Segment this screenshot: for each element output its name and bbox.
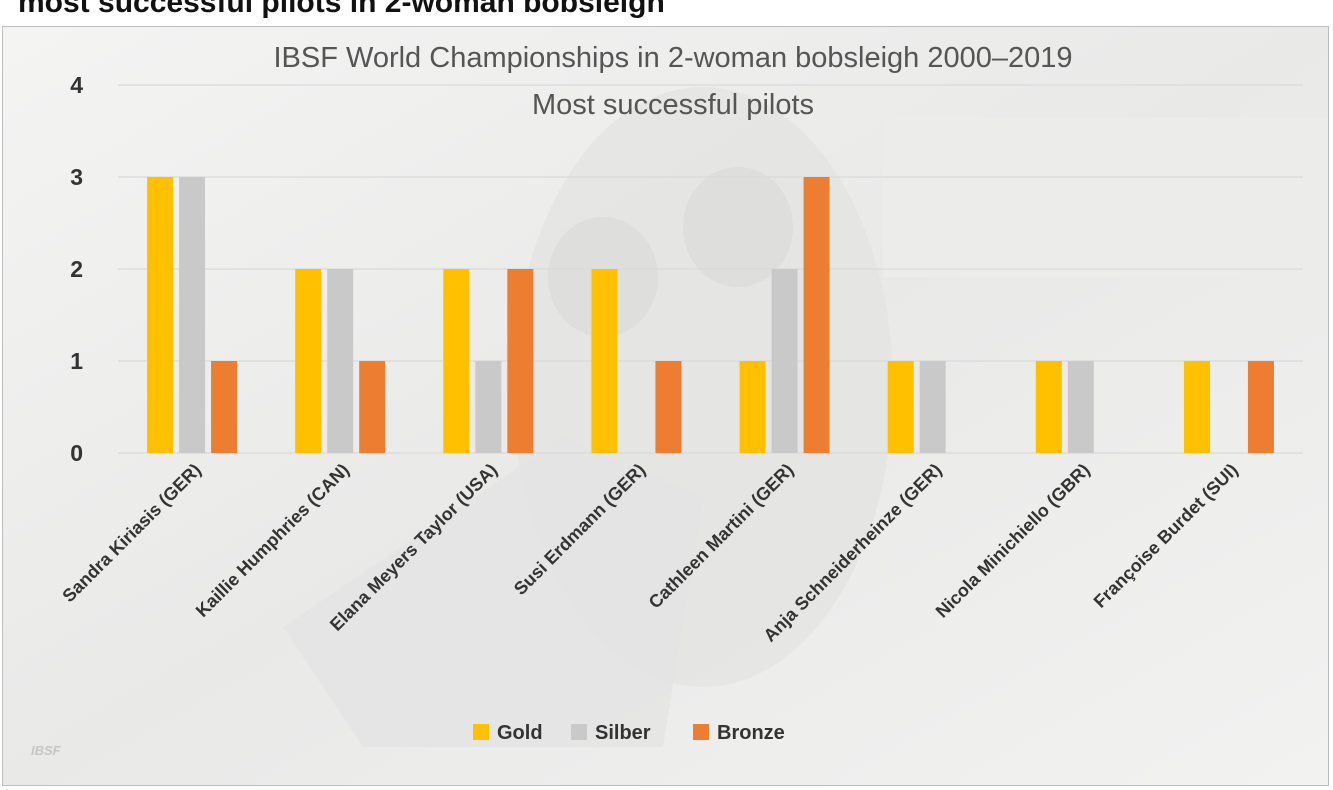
page-heading-text: most successful pilots in 2-woman bobsle… [18,0,665,19]
ibsf-logo: IBSF [31,743,62,758]
y-tick-label: 4 [70,72,83,98]
bar-silber [475,361,502,453]
legend-swatch-gold [473,724,489,740]
bar-gold [443,269,470,453]
bar-gold [1183,361,1210,453]
bar-silber [327,269,354,453]
y-tick-label: 1 [70,348,83,374]
bar-bronze [1247,361,1274,453]
bar-gold [1035,361,1062,453]
bar-bronze [359,361,386,453]
chart-subtitle: Most successful pilots [532,89,814,121]
bar-bronze [507,269,534,453]
bar-gold [887,361,914,453]
bar-silber [919,361,946,453]
bar-bronze [803,177,830,453]
legend-swatch-silber [571,724,587,740]
bar-gold [147,177,174,453]
bar-bronze [211,361,238,453]
legend-swatch-bronze [693,724,709,740]
bar-gold [295,269,322,453]
bar-gold [591,269,618,453]
legend-label-bronze: Bronze [717,722,785,744]
y-tick-label: 3 [70,164,83,190]
y-tick-label: 0 [70,440,83,466]
legend-label-gold: Gold [497,722,543,744]
chart-frame: IBSF World Championships in 2-woman bobs… [2,26,1329,786]
bar-bronze [655,361,682,453]
bar-silber [1067,361,1094,453]
bar-silber [179,177,206,453]
bar-silber [771,269,798,453]
chart-title: IBSF World Championships in 2-woman bobs… [273,42,1072,74]
legend-label-silber: Silber [595,722,651,744]
page-heading: most successful pilots in 2-woman bobsle… [0,0,1333,26]
bar-chart: IBSF World Championships in 2-woman bobs… [3,27,1328,785]
bar-gold [739,361,766,453]
y-tick-label: 2 [70,256,83,282]
